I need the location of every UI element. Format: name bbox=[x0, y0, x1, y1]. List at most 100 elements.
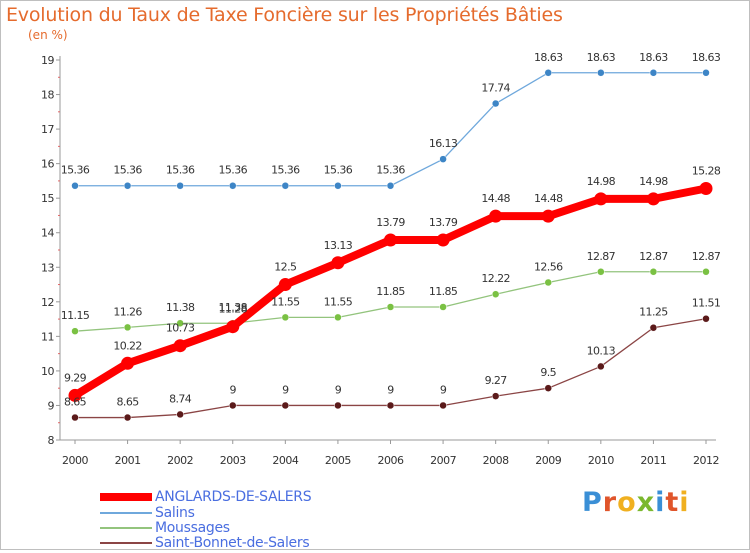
data-point-saint-bonnet-de-salers bbox=[597, 362, 605, 371]
data-point-salins bbox=[597, 69, 605, 77]
y-unit-label: (en %) bbox=[28, 28, 68, 42]
data-point-salins bbox=[71, 181, 79, 190]
data-label-moussages: 11.55 bbox=[324, 295, 353, 308]
data-label-moussages: 11.85 bbox=[429, 285, 458, 298]
logo-letter: P bbox=[582, 487, 603, 518]
data-point-moussages bbox=[439, 303, 447, 311]
logo-letter: x bbox=[636, 487, 656, 518]
data-point-moussages bbox=[491, 290, 500, 298]
data-point-anglards-de-salers bbox=[278, 278, 292, 292]
data-label-anglards-de-salers: 13.13 bbox=[324, 239, 353, 252]
data-point-moussages bbox=[334, 313, 342, 322]
data-label-saint-bonnet-de-salers: 11.51 bbox=[692, 297, 721, 310]
data-point-saint-bonnet-de-salers bbox=[71, 413, 79, 422]
data-label-anglards-de-salers: 9.29 bbox=[64, 371, 87, 384]
y-tick-label: 15 bbox=[41, 192, 54, 205]
data-label-salins: 15.36 bbox=[113, 164, 142, 177]
x-tick-label: 2008 bbox=[483, 454, 509, 467]
data-label-anglards-de-salers: 11.28 bbox=[219, 303, 248, 316]
data-label-moussages: 11.15 bbox=[61, 309, 90, 322]
legend-swatch bbox=[100, 542, 152, 544]
x-tick-label: 2005 bbox=[325, 454, 351, 467]
data-point-anglards-de-salers bbox=[699, 182, 713, 196]
y-tick-label: 9 bbox=[48, 399, 55, 412]
x-tick-label: 2007 bbox=[430, 454, 456, 467]
x-tick-label: 2003 bbox=[220, 454, 246, 467]
data-label-anglards-de-salers: 14.48 bbox=[481, 192, 510, 205]
data-point-salins bbox=[334, 181, 342, 190]
data-label-moussages: 12.56 bbox=[534, 260, 563, 273]
data-point-anglards-de-salers bbox=[594, 192, 608, 206]
data-point-salins bbox=[123, 181, 132, 190]
data-point-moussages bbox=[176, 319, 184, 327]
data-label-anglards-de-salers: 15.28 bbox=[692, 165, 721, 178]
data-label-moussages: 11.38 bbox=[166, 301, 195, 314]
logo-letter: r bbox=[602, 487, 618, 518]
data-label-salins: 16.13 bbox=[429, 137, 458, 150]
legend-swatch bbox=[100, 512, 152, 514]
legend-swatch bbox=[100, 493, 152, 501]
data-label-moussages: 11.85 bbox=[376, 285, 405, 298]
data-point-moussages bbox=[649, 268, 658, 276]
data-label-anglards-de-salers: 10.73 bbox=[166, 322, 195, 335]
y-tick-label: 17 bbox=[41, 123, 54, 136]
data-point-moussages bbox=[386, 303, 395, 311]
data-label-saint-bonnet-de-salers: 9.5 bbox=[540, 366, 556, 379]
x-tick-label: 2011 bbox=[640, 454, 666, 467]
data-point-moussages bbox=[71, 327, 79, 335]
data-point-saint-bonnet-de-salers bbox=[281, 401, 290, 410]
data-point-saint-bonnet-de-salers bbox=[176, 410, 184, 419]
data-point-moussages bbox=[544, 278, 552, 287]
data-label-anglards-de-salers: 14.98 bbox=[639, 175, 668, 188]
data-point-salins bbox=[281, 181, 290, 190]
data-point-salins bbox=[544, 69, 552, 77]
data-point-moussages bbox=[123, 323, 132, 332]
data-label-salins: 15.36 bbox=[166, 164, 195, 177]
logo-letter: t bbox=[665, 487, 680, 518]
data-point-anglards-de-salers bbox=[646, 192, 660, 206]
y-tick-label: 13 bbox=[41, 261, 54, 274]
data-label-anglards-de-salers: 14.98 bbox=[587, 175, 616, 188]
data-point-anglards-de-salers bbox=[173, 339, 187, 353]
legend-label: ANGLARDS-DE-SALERS bbox=[155, 489, 312, 505]
data-label-saint-bonnet-de-salers: 9 bbox=[282, 383, 289, 396]
data-point-saint-bonnet-de-salers bbox=[439, 401, 447, 410]
data-point-saint-bonnet-de-salers bbox=[123, 413, 132, 422]
data-point-anglards-de-salers bbox=[541, 209, 555, 223]
y-tick-label: 14 bbox=[41, 227, 54, 240]
logo-letter: i bbox=[679, 487, 690, 518]
data-label-saint-bonnet-de-salers: 9 bbox=[387, 383, 394, 396]
x-tick-label: 2004 bbox=[272, 454, 298, 467]
data-label-anglards-de-salers: 12.5 bbox=[274, 261, 297, 274]
chart-title: Evolution du Taux de Taxe Foncière sur l… bbox=[6, 4, 563, 26]
y-tick-label: 11 bbox=[41, 330, 54, 343]
data-point-anglards-de-salers bbox=[384, 233, 397, 247]
data-label-moussages: 12.87 bbox=[587, 250, 616, 263]
data-point-salins bbox=[491, 99, 500, 108]
data-label-salins: 15.36 bbox=[324, 164, 353, 177]
data-label-salins: 15.36 bbox=[219, 164, 248, 177]
data-label-moussages: 12.22 bbox=[481, 272, 510, 285]
data-label-moussages: 12.87 bbox=[692, 250, 721, 263]
data-point-anglards-de-salers bbox=[68, 388, 82, 402]
data-label-saint-bonnet-de-salers: 9 bbox=[335, 383, 342, 396]
data-label-saint-bonnet-de-salers: 10.13 bbox=[587, 344, 616, 357]
data-point-anglards-de-salers bbox=[436, 233, 450, 247]
logo-letter: o bbox=[617, 487, 637, 518]
data-label-anglards-de-salers: 13.79 bbox=[429, 216, 458, 229]
legend-swatch bbox=[100, 527, 152, 529]
y-tick-label: 10 bbox=[41, 365, 54, 378]
data-label-saint-bonnet-de-salers: 11.25 bbox=[639, 306, 668, 319]
data-point-saint-bonnet-de-salers bbox=[386, 401, 395, 410]
x-tick-label: 2006 bbox=[378, 454, 404, 467]
legend-label: Saint-Bonnet-de-Salers bbox=[155, 535, 310, 551]
data-point-salins bbox=[649, 69, 658, 77]
data-label-salins: 18.63 bbox=[639, 51, 668, 64]
data-label-anglards-de-salers: 13.79 bbox=[376, 216, 405, 229]
data-label-saint-bonnet-de-salers: 8.74 bbox=[169, 392, 192, 405]
data-point-saint-bonnet-de-salers bbox=[334, 401, 342, 410]
x-tick-label: 2002 bbox=[167, 454, 193, 467]
data-point-salins bbox=[229, 181, 237, 190]
data-label-anglards-de-salers: 14.48 bbox=[534, 192, 563, 205]
